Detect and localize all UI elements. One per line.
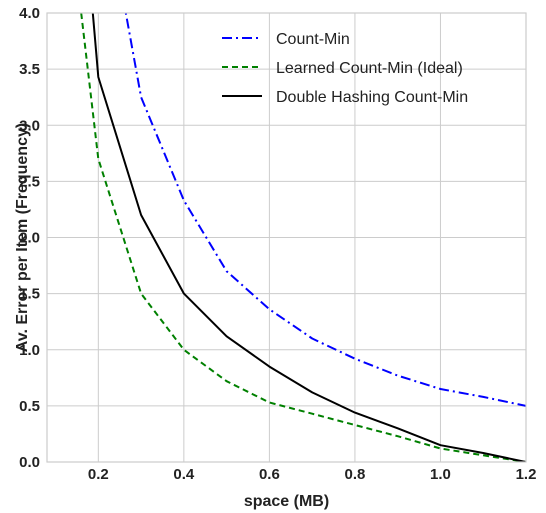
x-axis-label: space (MB) <box>244 493 329 510</box>
plot-area <box>46 12 527 463</box>
series-line-2 <box>80 12 526 462</box>
series-line-3 <box>91 12 526 462</box>
x-tick-label: 0.4 <box>173 466 195 483</box>
y-tick-labels: 0.0 0.5 1.0 1.5 2.0 2.5 3.0 3.5 4.0 <box>19 5 40 471</box>
y-tick-label: 2.0 <box>19 230 40 247</box>
y-tick-label: 3.5 <box>19 61 40 78</box>
grid-lines <box>47 12 527 463</box>
legend-label-2: Learned Count-Min (Ideal) <box>276 60 463 77</box>
y-tick-label: 0.5 <box>19 398 40 415</box>
y-tick-label: 3.0 <box>19 117 40 134</box>
y-tick-label: 4.0 <box>19 5 40 22</box>
x-tick-label: 1.0 <box>430 466 451 483</box>
y-tick-label: 1.0 <box>19 342 40 359</box>
series-lines <box>80 12 526 462</box>
x-tick-label: 0.2 <box>88 466 109 483</box>
legend-label-3: Double Hashing Count-Min <box>276 89 468 106</box>
y-tick-label: 1.5 <box>19 286 40 303</box>
y-tick-label: 2.5 <box>19 173 40 190</box>
x-tick-label: 0.6 <box>259 466 280 483</box>
x-tick-label: 0.8 <box>344 466 365 483</box>
y-tick-label: 0.0 <box>19 454 40 471</box>
legend-label-1: Count-Min <box>276 31 350 48</box>
y-axis-label: Av. Error per Item (Frequency) <box>14 123 31 352</box>
legend: Count-Min Learned Count-Min (Ideal) Double… <box>222 31 468 106</box>
x-tick-label: 1.2 <box>516 466 537 483</box>
series-line-1 <box>124 12 526 407</box>
x-tick-labels: 0.2 0.4 0.6 0.8 1.0 1.2 <box>88 466 537 483</box>
